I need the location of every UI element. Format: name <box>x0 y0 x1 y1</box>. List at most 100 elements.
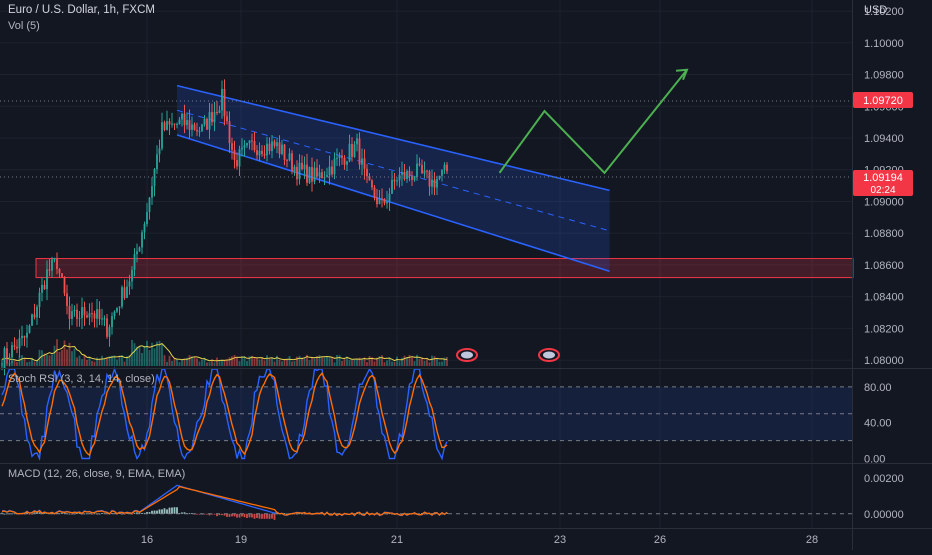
event-badge-2[interactable] <box>538 348 560 362</box>
event-badge-1[interactable] <box>456 348 478 362</box>
volume-bar <box>411 357 413 366</box>
volume-bar <box>198 361 201 366</box>
candle-body <box>91 313 93 315</box>
volume-bar <box>363 357 366 366</box>
volume-legend[interactable]: Vol (5) <box>8 20 40 32</box>
volume-bar <box>191 356 193 366</box>
macd-hist-bar <box>118 512 121 514</box>
volume-bar <box>51 354 53 366</box>
candle-body <box>358 138 361 165</box>
volume-bar <box>128 355 131 366</box>
macd-hist-bar <box>341 513 343 515</box>
candle-body <box>76 309 78 319</box>
candle-body <box>138 247 141 252</box>
macd-hist-bar <box>133 512 136 514</box>
macd-hist-bar <box>28 513 31 515</box>
symbol-title[interactable]: Euro / U.S. Dollar, 1h, FXCM <box>8 4 155 16</box>
volume-bar <box>423 360 426 366</box>
volume-bar <box>428 362 431 366</box>
volume-bar <box>253 358 256 366</box>
candle-body <box>123 287 126 298</box>
candle-body <box>233 149 236 161</box>
volume-bar <box>438 361 441 366</box>
candle-body <box>298 162 301 180</box>
macd-hist-bar <box>78 512 81 514</box>
candle-body <box>426 170 428 172</box>
candle-body <box>308 167 311 183</box>
macd-hist-bar <box>158 509 161 514</box>
volume-bar <box>336 354 338 366</box>
macd-hist-bar <box>26 512 28 514</box>
macd-hist-bar <box>318 513 321 515</box>
volume-bar <box>418 358 421 366</box>
candle-body <box>113 311 116 317</box>
candle-body <box>331 166 333 175</box>
macd-hist-bar <box>38 512 41 514</box>
volume-bar <box>176 358 178 366</box>
volume-bar <box>13 360 16 366</box>
macd-scale[interactable]: 0.00200 0.00000 <box>864 473 904 521</box>
volume-bar <box>391 361 393 366</box>
volume-bar <box>263 360 266 366</box>
candle-body <box>96 309 98 319</box>
volume-bar <box>358 357 361 366</box>
volume-bar <box>233 355 236 366</box>
volume-bar <box>246 360 248 366</box>
macd-hist-bar <box>93 513 96 515</box>
volume-bar <box>168 355 171 366</box>
candle-body <box>251 140 253 142</box>
candle-body <box>106 318 108 337</box>
volume-bar <box>341 360 343 366</box>
candle-body <box>303 164 306 170</box>
volume-bar <box>226 360 228 366</box>
macd-hist-bar <box>3 513 6 515</box>
volume-bar <box>351 360 353 366</box>
macd-hist-bar <box>256 513 258 518</box>
descending-channel[interactable] <box>176 84 610 273</box>
time-scale[interactable]: 16 19 21 23 26 28 <box>141 534 818 546</box>
support-zone[interactable] <box>35 258 854 279</box>
candle-body <box>118 306 121 308</box>
macd-hist-bar <box>101 513 103 514</box>
volume-bar <box>201 359 203 366</box>
candle-body <box>273 141 276 147</box>
macd-hist-bar <box>231 513 233 517</box>
volume-bar <box>346 356 348 366</box>
volume-bar <box>366 362 368 366</box>
projection-path[interactable] <box>498 69 688 175</box>
volume-bar <box>308 360 311 366</box>
candle-body <box>18 338 21 349</box>
volume-bar <box>48 355 51 366</box>
volume-bar <box>58 351 61 366</box>
volume-bar <box>178 362 181 366</box>
volume-bar <box>151 342 153 366</box>
macd-hist-bar <box>273 513 276 520</box>
macd-hist-bar <box>236 513 238 518</box>
volume-bar <box>393 361 396 366</box>
candle-body <box>46 269 48 290</box>
volume-bar <box>288 356 291 366</box>
candle-body <box>186 120 188 126</box>
stoch-scale[interactable]: 80.00 40.00 0.00 <box>864 382 892 466</box>
macd-hist-bar <box>358 513 361 515</box>
volume-bar <box>383 362 386 366</box>
volume-bar <box>76 357 78 366</box>
macd-hist-bar <box>208 513 211 516</box>
volume-bar <box>173 358 176 366</box>
macd-legend[interactable]: MACD (12, 26, close, 9, EMA, EMA) <box>8 468 185 480</box>
macd-hist-bar <box>286 513 288 515</box>
stoch-d-line <box>1 372 448 457</box>
volume-bar <box>113 355 116 366</box>
candle-body <box>171 123 173 125</box>
candle-body <box>213 112 216 123</box>
candle-body <box>313 167 316 182</box>
macd-hist-bar <box>243 513 246 518</box>
volume-bar <box>296 356 298 366</box>
stoch-legend[interactable]: Stoch RSI (3, 3, 14, 14, close) <box>8 373 155 385</box>
volume-bar <box>196 358 198 366</box>
volume-bar <box>148 350 151 366</box>
volume-bar <box>146 340 148 366</box>
